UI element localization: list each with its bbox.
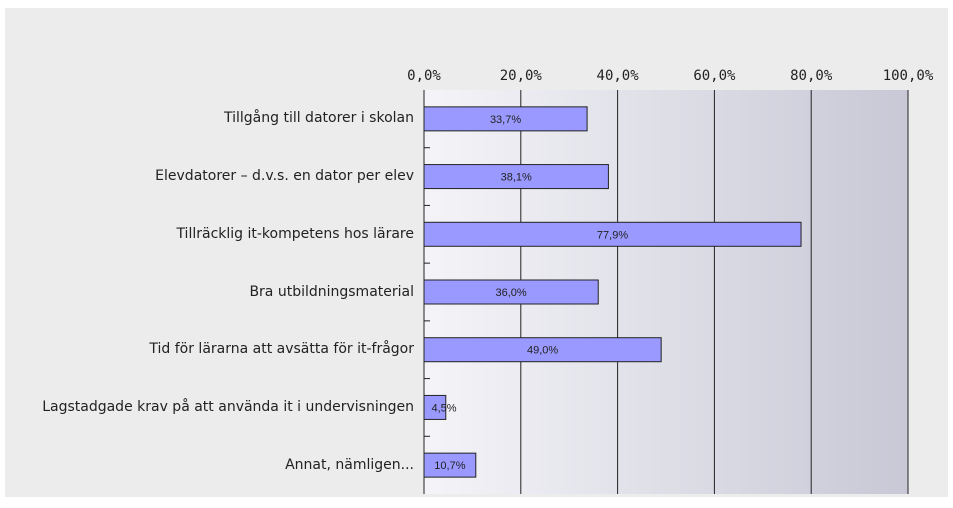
value-label: 77,9% [597, 229, 628, 241]
category-label: Tillräcklig it-kompetens hos lärare [4, 226, 414, 243]
value-label: 4,5% [431, 402, 456, 414]
category-label: Tid för lärarna att avsätta för it-frågo… [4, 341, 414, 358]
category-label: Elevdatorer – d.v.s. en dator per elev [4, 168, 414, 185]
value-label: 33,7% [490, 114, 521, 126]
x-tick-label: 20,0% [500, 68, 543, 84]
category-label: Bra utbildningsmaterial [4, 284, 414, 301]
bar [423, 221, 802, 247]
bar [423, 279, 599, 305]
category-text: Annat, nämligen... [285, 456, 414, 473]
value-label: 36,0% [496, 287, 527, 299]
category-text: Lagstadgade krav på att använda it i und… [42, 398, 414, 415]
bar [423, 164, 609, 190]
category-text: Bra utbildningsmaterial [249, 283, 414, 300]
bar [423, 337, 662, 363]
value-label: 10,7% [434, 460, 465, 472]
category-label: Lagstadgade krav på att använda it i und… [4, 399, 414, 416]
bar [423, 106, 588, 132]
x-tick-label: 0,0% [407, 68, 441, 84]
category-label: Tillgång till datorer i skolan [4, 110, 414, 127]
value-label: 49,0% [527, 345, 558, 357]
category-text: Elevdatorer – d.v.s. en dator per elev [155, 168, 414, 185]
x-tick-label: 40,0% [597, 68, 640, 84]
category-label: Annat, nämligen... [4, 457, 414, 474]
category-text: Tillräcklig it-kompetens hos lärare [176, 225, 414, 242]
bar [423, 394, 447, 420]
category-text: Tillgång till datorer i skolan [223, 110, 414, 127]
value-label: 38,1% [501, 172, 532, 184]
category-text: Tid för lärarna att avsätta för it-frågo… [149, 341, 414, 358]
x-tick-label: 80,0% [790, 68, 833, 84]
x-tick-label: 60,0% [693, 68, 736, 84]
x-tick-label: 100,0% [883, 68, 934, 84]
bar [423, 452, 477, 478]
